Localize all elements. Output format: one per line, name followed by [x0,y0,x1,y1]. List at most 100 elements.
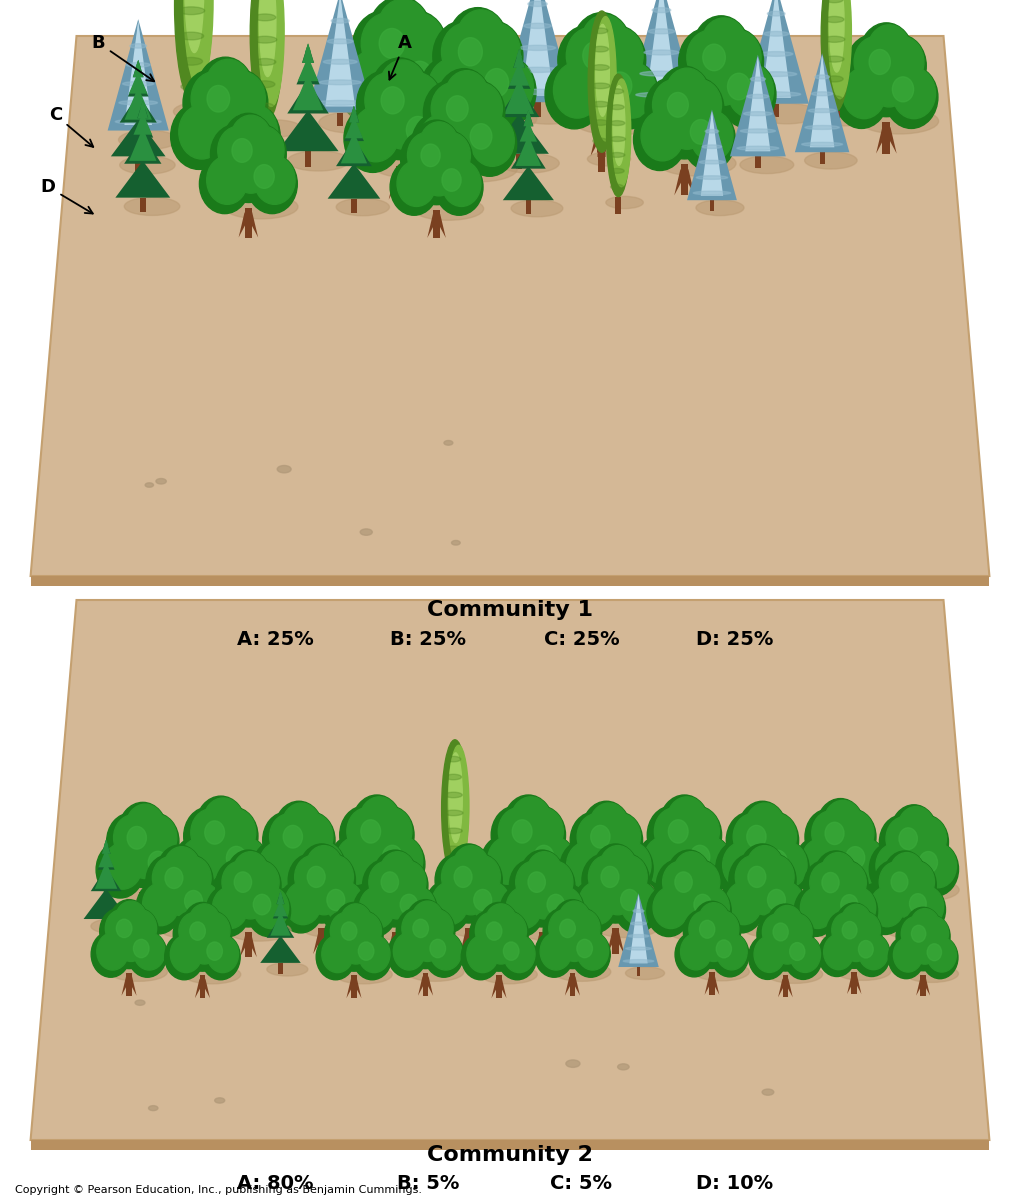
Circle shape [457,10,504,67]
Ellipse shape [630,922,646,925]
Circle shape [607,62,655,118]
Circle shape [397,104,455,173]
Ellipse shape [766,965,822,983]
Polygon shape [629,895,647,964]
Polygon shape [923,978,929,996]
Polygon shape [130,22,146,97]
Circle shape [893,937,922,972]
Ellipse shape [184,0,204,53]
Circle shape [750,812,798,869]
FancyBboxPatch shape [758,928,765,954]
Circle shape [689,836,730,884]
Polygon shape [238,212,248,238]
Circle shape [611,850,631,872]
Circle shape [689,845,709,869]
Circle shape [217,126,259,175]
Ellipse shape [353,875,425,899]
Circle shape [232,877,268,919]
Circle shape [830,912,861,948]
Ellipse shape [498,154,558,173]
Circle shape [900,862,933,902]
Ellipse shape [444,792,462,798]
Circle shape [526,835,576,893]
Circle shape [232,852,268,893]
Ellipse shape [444,828,462,834]
FancyBboxPatch shape [176,929,182,955]
Circle shape [640,110,683,161]
Circle shape [540,932,572,970]
Ellipse shape [445,846,461,852]
Circle shape [834,66,888,128]
Ellipse shape [754,103,817,124]
Circle shape [682,109,735,170]
Circle shape [693,894,710,914]
Polygon shape [119,94,157,122]
Circle shape [830,862,865,904]
Circle shape [320,880,365,932]
Ellipse shape [612,85,625,166]
Circle shape [599,846,636,888]
Circle shape [859,54,912,116]
Polygon shape [519,892,527,917]
Circle shape [520,876,564,926]
Ellipse shape [804,126,839,130]
Circle shape [687,886,731,936]
Circle shape [127,931,167,977]
Circle shape [599,60,658,128]
Circle shape [599,872,636,914]
FancyBboxPatch shape [305,151,311,167]
Polygon shape [302,43,314,62]
Ellipse shape [591,47,608,52]
Circle shape [707,911,738,948]
Circle shape [553,62,600,118]
Circle shape [593,844,637,896]
Ellipse shape [820,0,850,110]
Circle shape [904,907,941,949]
Ellipse shape [503,875,577,899]
Polygon shape [596,895,605,920]
Ellipse shape [448,752,462,842]
Polygon shape [102,840,110,854]
Circle shape [400,131,448,187]
Circle shape [581,49,628,106]
Circle shape [347,50,398,112]
Polygon shape [287,82,328,114]
Polygon shape [761,0,790,98]
Circle shape [458,37,482,66]
Ellipse shape [761,1090,773,1096]
Circle shape [868,49,890,74]
Polygon shape [518,124,538,144]
FancyBboxPatch shape [516,154,522,169]
Circle shape [379,877,415,919]
Circle shape [604,854,648,906]
Circle shape [206,886,250,936]
Polygon shape [322,931,330,954]
Circle shape [479,902,518,948]
Circle shape [311,854,355,906]
Polygon shape [276,892,284,904]
Polygon shape [104,840,108,846]
Ellipse shape [214,1098,224,1103]
Circle shape [674,64,719,118]
Circle shape [666,797,706,844]
Circle shape [491,806,540,864]
Circle shape [678,29,735,95]
Circle shape [306,846,342,888]
Polygon shape [277,110,338,151]
Circle shape [740,870,784,923]
Polygon shape [645,0,677,98]
Circle shape [892,68,934,119]
Circle shape [801,839,839,884]
Circle shape [557,25,615,95]
Polygon shape [896,934,903,954]
Circle shape [379,852,415,893]
Polygon shape [786,978,792,997]
Circle shape [381,872,398,893]
Circle shape [424,931,463,977]
Circle shape [334,902,373,948]
Circle shape [503,796,552,853]
Ellipse shape [334,965,392,984]
Polygon shape [814,55,828,122]
Circle shape [406,116,429,144]
Polygon shape [388,170,398,199]
